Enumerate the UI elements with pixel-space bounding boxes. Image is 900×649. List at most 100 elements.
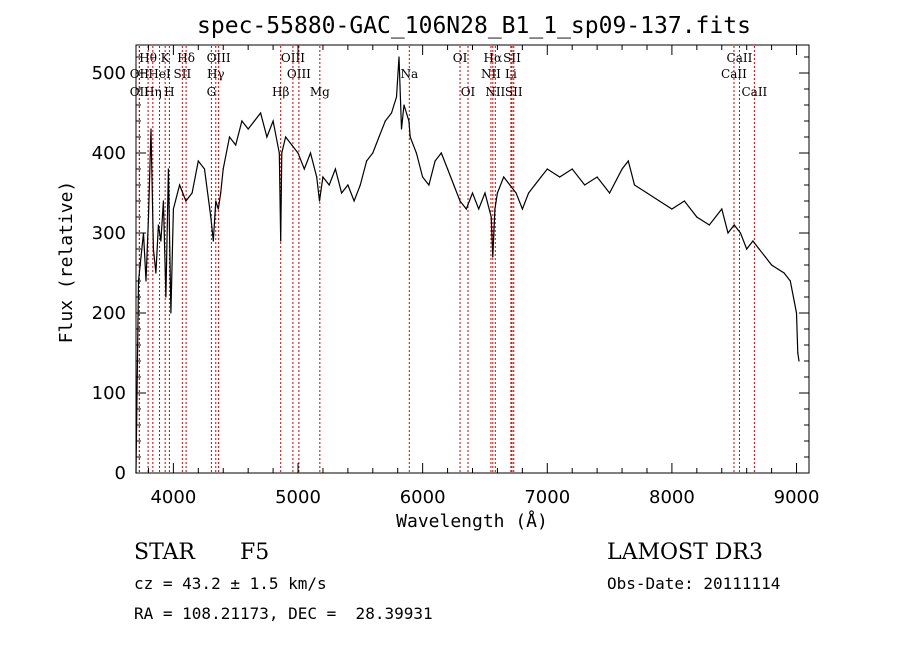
- data-point: [359, 184, 361, 186]
- series-layer: [135, 56, 800, 474]
- series-line: [135, 56, 800, 474]
- data-point: [167, 168, 169, 170]
- x-tick-label: 9000: [774, 487, 820, 508]
- data-point: [671, 208, 673, 210]
- data-point: [795, 312, 798, 314]
- coordinates: RA = 108.21173, DEC = 28.39931: [134, 604, 433, 623]
- spectral-line-label: SII: [174, 67, 192, 81]
- spectral-line-label: Na: [400, 67, 418, 81]
- spectral-line-label: OII: [130, 85, 150, 99]
- data-point: [758, 248, 760, 250]
- data-point: [140, 256, 142, 258]
- data-point: [797, 352, 799, 354]
- data-point: [696, 216, 698, 218]
- data-point: [253, 120, 255, 122]
- data-point: [322, 176, 324, 178]
- data-point: [727, 232, 729, 234]
- data-point: [571, 168, 573, 170]
- data-point: [708, 224, 710, 226]
- data-point: [739, 232, 742, 234]
- data-point: [191, 192, 193, 194]
- object-class: STAR: [134, 540, 195, 565]
- data-point: [521, 208, 524, 210]
- spectral-line-label: Mg: [310, 85, 330, 99]
- data-point: [157, 224, 159, 226]
- spectral-line-label: Hθ: [139, 51, 157, 65]
- data-point: [771, 264, 773, 266]
- data-point: [303, 168, 305, 170]
- spectral-line-label: Hβ: [272, 85, 289, 99]
- data-point: [372, 152, 374, 154]
- data-point: [408, 120, 410, 122]
- spectral-line-label: CaII: [721, 67, 747, 81]
- data-point: [179, 184, 181, 186]
- spectral-line-label: H: [164, 85, 174, 99]
- data-point: [798, 360, 800, 362]
- data-point: [764, 256, 767, 258]
- x-axis: 4000 5000 6000 7000 8000 9000: [147, 45, 820, 508]
- x-tick-label: 4000: [150, 487, 196, 508]
- data-point: [546, 168, 548, 170]
- data-point: [478, 208, 480, 210]
- spectral-line-label: SII: [505, 85, 523, 99]
- data-point: [150, 128, 152, 130]
- data-point: [203, 168, 206, 170]
- data-point: [403, 104, 405, 106]
- y-tick-label: 400: [92, 143, 126, 164]
- data-point: [215, 200, 217, 202]
- x-tick-label: 7000: [524, 487, 570, 508]
- y-tick-label: 0: [115, 463, 126, 484]
- data-point: [627, 160, 629, 162]
- data-point: [621, 168, 623, 170]
- data-point: [247, 128, 249, 130]
- spectral-line-label: Hγ: [207, 67, 225, 81]
- data-point: [752, 240, 754, 242]
- data-point: [328, 184, 330, 186]
- data-point: [390, 112, 393, 114]
- data-point: [465, 208, 467, 210]
- data-point: [492, 256, 494, 258]
- data-point: [658, 200, 661, 202]
- data-point: [378, 136, 380, 138]
- data-point: [235, 144, 237, 146]
- spectral-line-label: Hη: [144, 85, 162, 99]
- data-point: [777, 268, 779, 270]
- data-point: [309, 152, 312, 154]
- spectral-line-label: K: [161, 51, 171, 65]
- data-point: [160, 240, 162, 242]
- data-point: [453, 184, 455, 186]
- x-axis-title: Wavelength (Å): [396, 510, 548, 532]
- data-point: [789, 280, 791, 282]
- spectral-line-label: NII: [485, 85, 505, 99]
- data-point: [721, 208, 723, 210]
- data-point: [212, 240, 214, 242]
- subclass: F5: [240, 540, 270, 565]
- y-tick-label: 300: [92, 223, 126, 244]
- data-point: [783, 272, 785, 274]
- data-point: [584, 184, 586, 186]
- spectral-line-label: NII: [481, 67, 501, 81]
- data-point: [428, 184, 430, 186]
- data-point: [272, 120, 274, 122]
- data-point: [241, 120, 243, 122]
- data-point: [528, 192, 530, 194]
- data-point: [646, 192, 648, 194]
- data-point: [609, 192, 611, 194]
- data-point: [447, 168, 449, 170]
- data-point: [185, 200, 187, 202]
- data-point: [415, 152, 417, 154]
- data-point: [395, 96, 398, 98]
- spectral-line-label: CaII: [741, 85, 767, 99]
- data-point: [152, 248, 154, 250]
- data-point: [400, 128, 403, 130]
- y-axis-title: Flux (relative): [56, 181, 77, 344]
- survey-name: LAMOST DR3: [607, 540, 763, 565]
- spectral-line-label: OIII: [207, 51, 231, 65]
- data-point: [297, 152, 299, 154]
- data-point: [316, 176, 318, 178]
- data-point: [484, 192, 486, 194]
- data-point: [440, 152, 442, 154]
- data-point: [559, 176, 561, 178]
- data-point: [496, 192, 498, 194]
